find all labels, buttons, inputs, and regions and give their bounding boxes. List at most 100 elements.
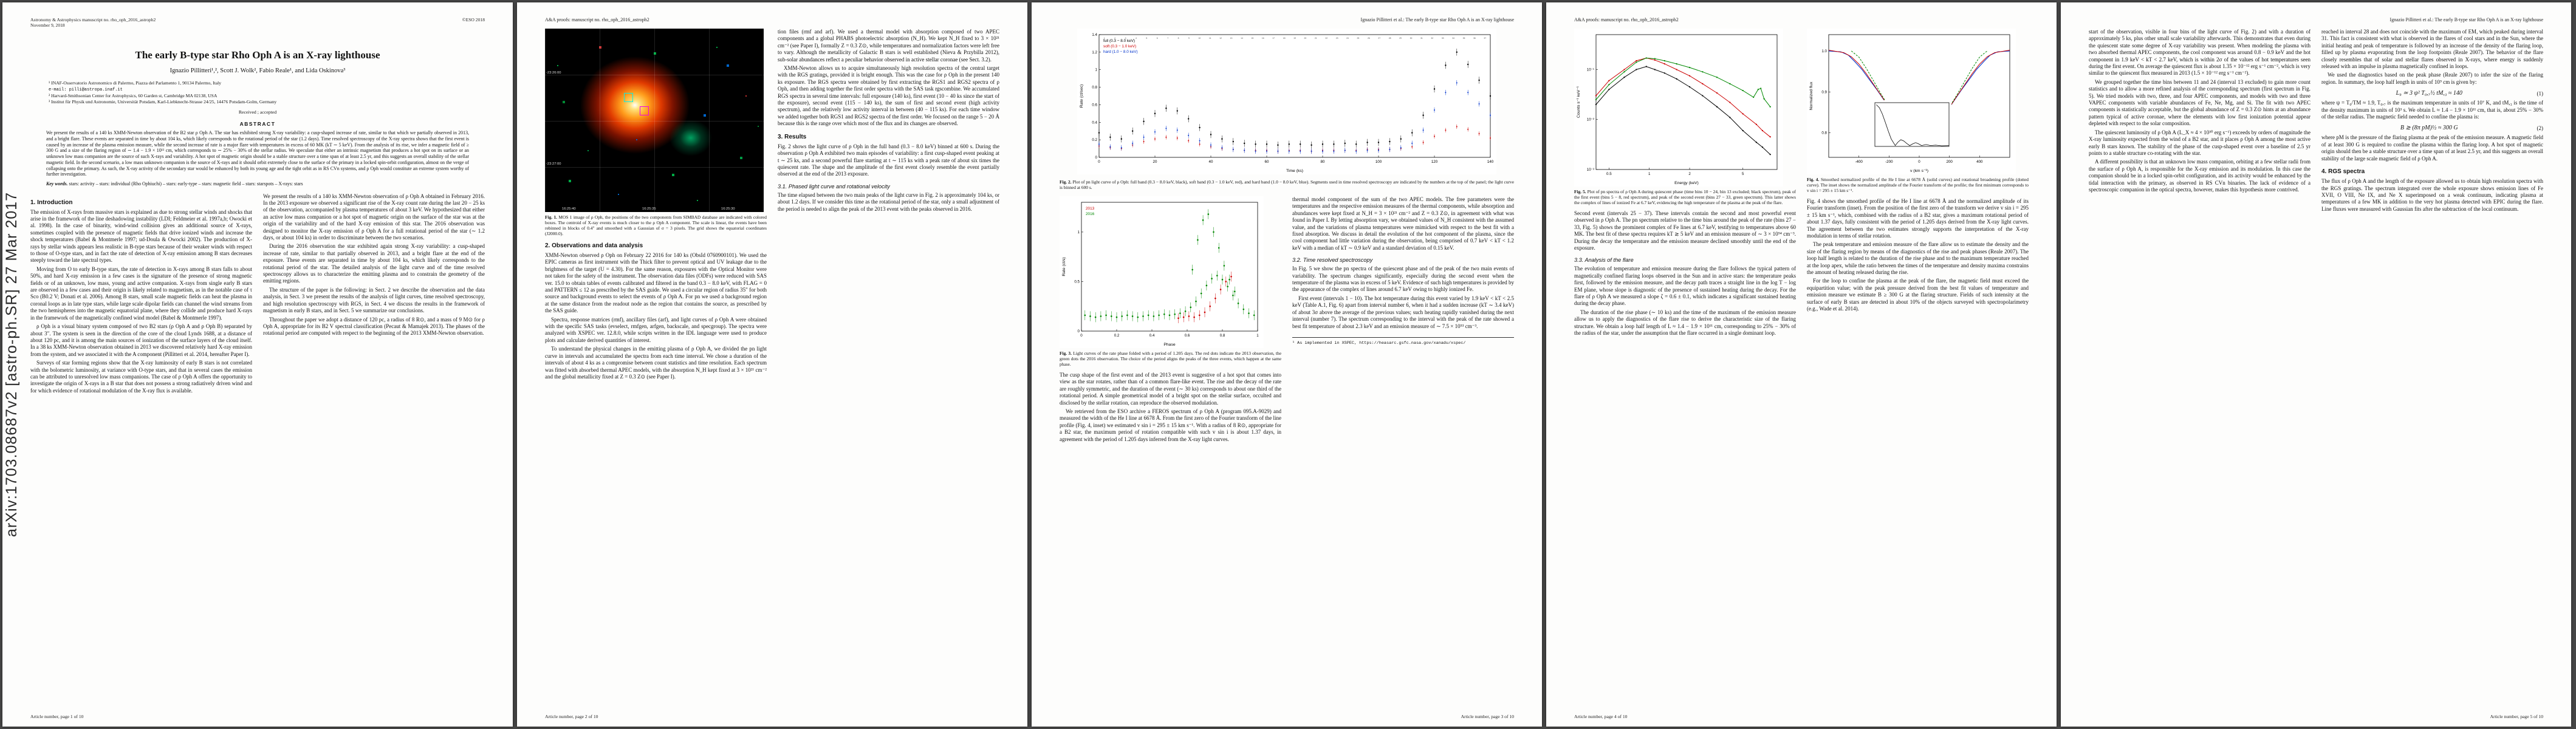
svg-text:15: 15 <box>1251 37 1253 39</box>
body-paragraph: The peak temperature and emission measur… <box>1807 241 2029 276</box>
body-paragraph: ρ Oph is a visual binary system composed… <box>30 323 252 357</box>
page3-running-head: Ignazio Pillitteri et al.: The early B-t… <box>1360 17 1514 22</box>
svg-text:5: 5 <box>1146 37 1147 39</box>
keywords-label: Key words. <box>46 181 68 187</box>
svg-text:0.5: 0.5 <box>1074 279 1080 284</box>
received-accepted: Received ; accepted <box>238 109 277 115</box>
svg-text:Phase: Phase <box>1163 343 1175 347</box>
page2-columns: 16:25:40 16:25:35 16:25:30 -23:26:00 -23… <box>545 29 999 382</box>
fig3-phasefold-chart: 0 0.2 0.4 0.6 0.8 1 0 0.5 1 Phase Rate (ct/s) 20132… <box>1060 196 1264 348</box>
keywords: Key words. stars: activity – stars: indi… <box>46 181 469 187</box>
page2-right-column: tion files (rmf and arf). We used a ther… <box>778 29 999 382</box>
body-paragraph: Fig. 2 shows the light curve of ρ Oph in… <box>778 143 999 177</box>
affiliation-1-text: ¹ INAF-Osservatorio Astronomico di Paler… <box>49 80 222 86</box>
page1-running-head: Astronomy & Astrophysics manuscript no. … <box>30 17 485 28</box>
body-paragraph: XMM-Newton allows us to acquire simultan… <box>778 65 999 127</box>
svg-text:v (km s⁻¹): v (km s⁻¹) <box>1910 169 1928 173</box>
svg-text:2016: 2016 <box>1086 212 1095 216</box>
body-paragraph: Fig. 4 shows the smoothed profile of the… <box>1807 198 2029 239</box>
keywords-text: stars: activity – stars: individual (Rho… <box>69 181 303 187</box>
equation-2-number: (2) <box>2537 125 2544 131</box>
fig1-ra-tick: 16:25:35 <box>642 207 656 211</box>
svg-text:35: 35 <box>1463 37 1465 39</box>
arxiv-stamp: arXiv:1703.08687v2 [astro-ph.SR] 27 Mar … <box>3 2 20 727</box>
equation-2: B ≳ (8π pM)½ ≈ 300 G (2) <box>2321 125 2543 131</box>
svg-text:40: 40 <box>1209 160 1213 164</box>
svg-text:28: 28 <box>1389 37 1391 39</box>
svg-text:Rate (ct/s): Rate (ct/s) <box>1062 257 1066 276</box>
svg-text:0.6: 0.6 <box>1185 334 1190 338</box>
body-paragraph: In Fig. 5 we show the pn spectra of the … <box>1292 265 1514 293</box>
affiliation-2: ² Harvard-Smithsonian Center for Astroph… <box>49 93 218 99</box>
body-paragraph: The structure of the paper is the follow… <box>263 286 485 314</box>
body-paragraph: First event (intervals 1 − 10). The hot … <box>1292 295 1514 329</box>
body-paragraph: XMM-Newton observed ρ Oph on February 22… <box>545 252 767 314</box>
svg-text:0.2: 0.2 <box>1114 334 1120 338</box>
footnote-link[interactable]: ¹ As implemented in XSPEC, https://heasa… <box>1292 340 1466 346</box>
svg-text:100: 100 <box>1375 160 1382 164</box>
page1-right-column: We present the results of a 140 ks XMM-N… <box>263 193 485 397</box>
body-paragraph: The flux of ρ Oph A and the length of th… <box>2321 178 2543 212</box>
svg-text:14: 14 <box>1241 37 1243 39</box>
svg-text:2013: 2013 <box>1086 207 1095 211</box>
page-2: A&A proofs: manuscript no. rho_oph_2016_… <box>517 2 1027 727</box>
svg-text:Time (ks): Time (ks) <box>1286 169 1303 173</box>
fig4-caption-text: Smoothed normalized profile of the He I … <box>1807 177 2029 193</box>
svg-text:1.0: 1.0 <box>1821 49 1827 53</box>
fig1-xray-source-blob <box>580 56 690 154</box>
email-link[interactable]: e-mail: pilli@astropa.inaf.it <box>49 87 123 92</box>
body-paragraph: where ψ = T₀/TM ≈ 1.9, T₀,₇ is the maxim… <box>2321 100 2543 120</box>
svg-text:32: 32 <box>1431 37 1433 39</box>
svg-text:0.5: 0.5 <box>1606 172 1612 176</box>
figure-1: 16:25:40 16:25:35 16:25:30 -23:26:00 -23… <box>545 29 767 236</box>
svg-text:80: 80 <box>1321 160 1325 164</box>
svg-text:26: 26 <box>1368 37 1370 39</box>
svg-text:200: 200 <box>1947 160 1953 164</box>
fig5-caption-label: Fig. 5. <box>1574 189 1586 194</box>
fig3-caption-label: Fig. 3. <box>1060 351 1072 356</box>
body-paragraph: We used the diagnostics based on the pea… <box>2321 72 2543 85</box>
svg-text:1: 1 <box>1648 172 1651 176</box>
fig1-xray-image: 16:25:40 16:25:35 16:25:30 -23:26:00 -23… <box>545 29 764 212</box>
body-paragraph: start of the observation, visible in fou… <box>2089 29 2311 77</box>
abstract-label: ABSTRACT <box>239 121 276 128</box>
page2-running-head: A&A proofs: manuscript no. rho_oph_2016_… <box>545 17 649 22</box>
svg-text:3: 3 <box>1125 37 1126 39</box>
svg-text:31: 31 <box>1420 37 1423 39</box>
body-paragraph: thermal model component of the sum of th… <box>1292 196 1514 251</box>
svg-text:17: 17 <box>1272 37 1275 39</box>
fig1-caption-text: MOS 1 image of ρ Oph, the positions of t… <box>545 214 767 236</box>
body-paragraph: A different possibility is that an unkno… <box>2089 159 2311 193</box>
section-2-heading: 2. Observations and data analysis <box>545 242 643 249</box>
page5-left-column: start of the observation, visible in fou… <box>2089 29 2311 214</box>
page1-footer: Article number, page 1 of 10 <box>30 714 84 719</box>
equation-1: L₉ ≃ 3 ψ² T₀,₇½ tM,₃ ≈ 140 (1) <box>2321 90 2543 97</box>
fig2-caption-text: Plot of pn light curve of ρ Oph: full ba… <box>1060 179 1514 190</box>
figure-5: 0.5 1 2 5 10⁻³ 10⁻² 10⁻¹ Energy (keV) Counts s⁻¹… <box>1574 29 1796 205</box>
body-paragraph: We grouped together the time bins betwee… <box>2089 78 2311 127</box>
svg-text:21: 21 <box>1315 37 1317 39</box>
figure-3: 0 0.2 0.4 0.6 0.8 1 0 0.5 1 Phase Rate (ct/s) 2013 2… <box>1060 196 1281 367</box>
manuscript-date: November 9, 2018 <box>30 22 65 28</box>
svg-text:Counts s⁻¹ keV⁻¹: Counts s⁻¹ keV⁻¹ <box>1577 86 1581 118</box>
svg-text:400: 400 <box>1976 160 1983 164</box>
svg-text:-400: -400 <box>1855 160 1863 164</box>
body-paragraph: For the loop to confine the plasma at th… <box>1807 278 2029 312</box>
figure-4: -400 -200 0 200 400 0.8 0.9 1.0 v (km s⁻¹) Normal… <box>1807 29 2029 193</box>
svg-text:0: 0 <box>1098 160 1100 164</box>
page4-columns: 0.5 1 2 5 10⁻³ 10⁻² 10⁻¹ Energy (keV) Counts s⁻¹… <box>1574 29 2029 339</box>
svg-text:Rate (ct/sec): Rate (ct/sec) <box>1080 84 1084 108</box>
svg-text:0.9: 0.9 <box>1821 90 1827 94</box>
svg-text:20: 20 <box>1304 37 1307 39</box>
svg-text:36: 36 <box>1473 37 1476 39</box>
svg-text:0.8: 0.8 <box>1821 131 1827 135</box>
svg-text:Normalized flux: Normalized flux <box>1809 81 1814 110</box>
svg-text:11: 11 <box>1209 37 1211 39</box>
fig1-dec-tick: -23:27:00 <box>546 162 561 166</box>
body-paragraph: We retrieved from the ESO archive a FERO… <box>1060 408 1281 442</box>
body-paragraph: reached in interval 28 and does not coin… <box>2321 29 2543 70</box>
svg-text:0: 0 <box>1918 160 1920 164</box>
svg-text:-200: -200 <box>1885 160 1893 164</box>
body-paragraph: Moving from O to early B-type stars, the… <box>30 265 252 321</box>
affiliation-1: ¹ INAF-Osservatorio Astronomico di Paler… <box>49 80 467 93</box>
